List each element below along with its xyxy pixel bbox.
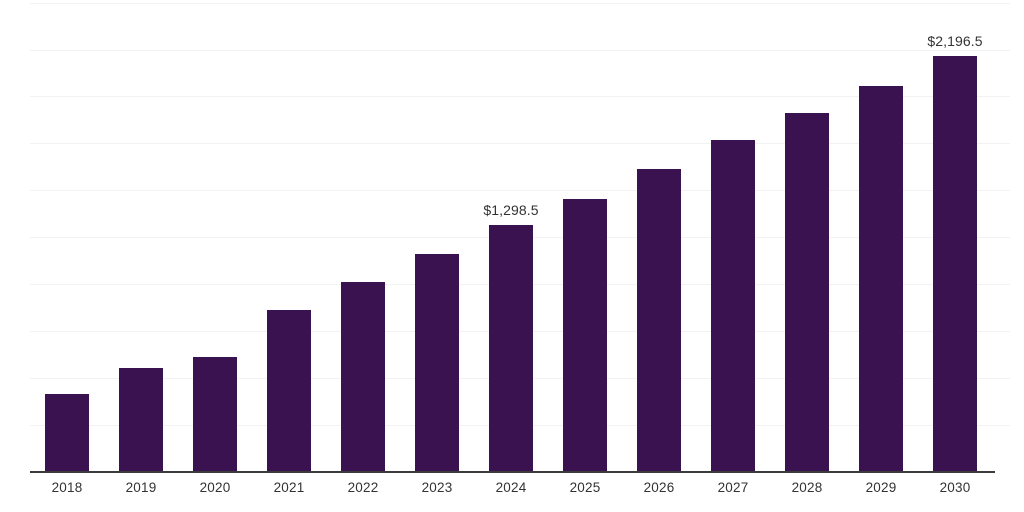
x-tick-label-2024: 2024: [495, 480, 527, 495]
bar-2028[interactable]: [785, 113, 829, 471]
bar-2025[interactable]: [563, 199, 607, 471]
bar-2019[interactable]: [119, 368, 163, 471]
bar-2023[interactable]: [415, 254, 459, 471]
bar-2027[interactable]: [711, 140, 755, 471]
gridline: [30, 50, 1010, 51]
bar-2026[interactable]: [637, 169, 681, 471]
gridline: [30, 143, 1010, 144]
x-axis-line: [30, 471, 995, 473]
bar-2018[interactable]: [45, 394, 89, 471]
gridline: [30, 3, 1010, 4]
x-tick-label-2021: 2021: [273, 480, 305, 495]
x-axis-tick-labels: 2018 2019 2020 2021 2022 2023 2024 2025 2026 2027…: [0, 480, 1024, 512]
bar-value-label-2030: $2,196.5: [927, 33, 983, 49]
bar-value-label-2024: $1,298.5: [483, 202, 539, 218]
bar-2021[interactable]: [267, 310, 311, 471]
bar-2022[interactable]: [341, 282, 385, 471]
x-tick-label-2019: 2019: [125, 480, 157, 495]
gridline: [30, 96, 1010, 97]
gridline: [30, 190, 1010, 191]
bar-2030[interactable]: [933, 56, 977, 471]
x-tick-label-2030: 2030: [939, 480, 971, 495]
x-tick-label-2028: 2028: [791, 480, 823, 495]
x-tick-label-2020: 2020: [199, 480, 231, 495]
x-tick-label-2023: 2023: [421, 480, 453, 495]
x-tick-label-2029: 2029: [865, 480, 897, 495]
x-tick-label-2022: 2022: [347, 480, 379, 495]
x-tick-label-2027: 2027: [717, 480, 749, 495]
x-tick-label-2025: 2025: [569, 480, 601, 495]
bar-series: [45, 56, 977, 471]
bar-2029[interactable]: [859, 86, 903, 471]
bar-2020[interactable]: [193, 357, 237, 471]
bar-2024[interactable]: [489, 225, 533, 471]
x-tick-label-2018: 2018: [51, 480, 83, 495]
x-tick-label-2026: 2026: [643, 480, 675, 495]
